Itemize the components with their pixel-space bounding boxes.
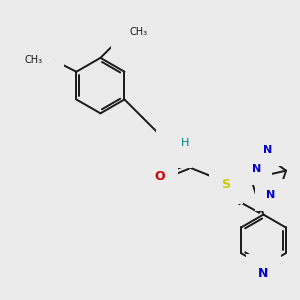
Text: N: N <box>258 266 268 280</box>
Text: N: N <box>252 164 261 174</box>
Text: O: O <box>155 170 166 183</box>
Text: CH₃: CH₃ <box>129 27 147 37</box>
Text: H: H <box>181 138 189 148</box>
Text: N: N <box>266 190 275 200</box>
Text: CH₃: CH₃ <box>25 55 43 65</box>
Text: O: O <box>122 31 130 41</box>
Text: N: N <box>169 142 179 155</box>
Text: O: O <box>44 55 53 65</box>
Text: S: S <box>221 178 230 191</box>
Text: N: N <box>262 145 272 155</box>
